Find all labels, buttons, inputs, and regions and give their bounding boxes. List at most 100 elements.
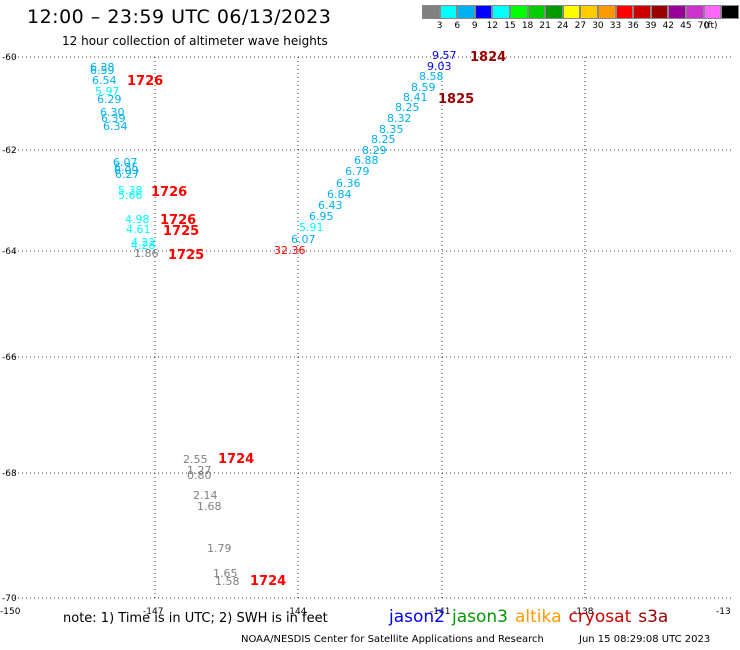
- wave-height-value: 8.25: [371, 133, 396, 146]
- pass-time-label: 1726: [127, 74, 163, 89]
- colorbar-label: 45: [680, 21, 692, 31]
- wave-height-value: 6.35: [114, 161, 139, 174]
- colorbar-labels: 3 6 9 12 15 18 21 24 27 30 33 36 39 42 45 70: [422, 21, 712, 31]
- wave-height-observations: 6.386.596.545.976.296.306.396.346.076.35…: [90, 49, 457, 588]
- latitude-label: -70: [2, 594, 17, 604]
- pass-time-label: 1825: [438, 92, 474, 107]
- pass-time-label: 1725: [163, 224, 199, 239]
- latitude-label: -66: [2, 353, 17, 363]
- wave-height-value: 6.84: [327, 188, 352, 201]
- lat-lon-grid: [14, 56, 734, 600]
- wave-height-value: 5.97: [95, 85, 120, 98]
- colorbar-swatch: [615, 5, 634, 19]
- wave-height-value: 5.91: [299, 221, 324, 234]
- wave-height-value: 1.79: [207, 542, 232, 555]
- wave-height-value: 6.54: [92, 74, 117, 87]
- axis-labels: -60 -62 -64 -66 -68 -70 -150 -147 -144 -141 -138 -1…: [0, 53, 731, 617]
- colorbar-label: 9: [471, 21, 478, 31]
- colorbar-swatch: [527, 5, 546, 19]
- wave-height-value: 8.58: [419, 70, 444, 83]
- wave-height-value: 4.22: [131, 236, 156, 249]
- longitude-label: -150: [0, 607, 21, 617]
- colorbar-label: 39: [644, 21, 657, 31]
- wave-height-value: 1.86: [134, 247, 159, 260]
- longitude-label: -147: [143, 607, 163, 617]
- latitude-label: -68: [2, 469, 17, 479]
- longitude-label: -141: [430, 607, 450, 617]
- longitude-label: -144: [286, 607, 307, 617]
- colorbar-label: 24: [557, 21, 569, 31]
- colorbar-swatch: [439, 5, 458, 19]
- pass-time-label: 1724: [250, 574, 286, 589]
- wave-height-value: 32.36: [274, 244, 306, 257]
- credit-text: NOAA/NESDIS Center for Satellite Applica…: [241, 634, 544, 645]
- pass-time-label: 1725: [168, 248, 204, 263]
- map-title: 12:00 – 23:59 UTC 06/13/2023: [27, 6, 332, 28]
- wave-height-value: 1.27: [187, 464, 212, 477]
- wave-height-value: 8.35: [379, 123, 404, 136]
- wave-height-value: 8.29: [362, 144, 387, 157]
- wave-height-value: 4.28: [131, 239, 156, 252]
- colorbar-label: 70: [697, 21, 710, 31]
- pass-time-label: 1724: [218, 452, 254, 467]
- wave-height-value: 6.88: [354, 154, 379, 167]
- wave-height-value: 6.95: [309, 210, 334, 223]
- latitude-label: -62: [2, 146, 17, 156]
- satellite-legend-jason2: jason2: [389, 607, 445, 627]
- colorbar-swatch: [509, 5, 528, 19]
- colorbar-swatch: [650, 5, 669, 19]
- colorbar-swatch: [474, 5, 493, 19]
- wave-height-value: 6.38: [90, 61, 115, 74]
- pass-time-label: 1824: [470, 50, 506, 65]
- wave-height-value: 6.07: [113, 156, 138, 169]
- wave-height-value: 1.68: [197, 500, 222, 513]
- colorbar-unit: (ft): [704, 21, 718, 31]
- wave-height-value: 6.29: [97, 93, 122, 106]
- wave-height-value: 2.14: [193, 489, 218, 502]
- wave-height-value: 6.36: [336, 177, 361, 190]
- colorbar-swatch: [580, 5, 598, 19]
- satellite-legend-altika: altika: [515, 607, 562, 627]
- colorbar-label: 27: [574, 21, 587, 31]
- colorbar-swatch: [422, 5, 440, 19]
- wave-height-value: 9.57: [432, 49, 457, 62]
- colorbar-label: 6: [454, 21, 461, 31]
- wave-height-colorbar: [422, 5, 739, 19]
- colorbar-swatch: [492, 5, 510, 19]
- wave-height-value: 6.09: [114, 164, 139, 177]
- wave-height-value: 6.27: [115, 168, 140, 181]
- wave-height-value: 5.38: [118, 184, 143, 197]
- wave-height-value: 2.55: [183, 453, 208, 466]
- colorbar-label: 33: [609, 21, 622, 31]
- longitude-label: -138: [573, 607, 594, 617]
- colorbar-swatch: [668, 5, 686, 19]
- wave-height-value: 8.41: [403, 91, 428, 104]
- colorbar-label: 18: [521, 21, 534, 31]
- wave-height-value: 8.25: [395, 101, 420, 114]
- colorbar-label: 3: [436, 21, 443, 31]
- satellite-legend-s3a: s3a: [638, 607, 669, 627]
- wave-height-value: 6.59: [90, 64, 115, 77]
- map-subtitle: 12 hour collection of altimeter wave hei…: [62, 34, 328, 48]
- colorbar-swatch: [457, 5, 475, 19]
- colorbar-label: 36: [627, 21, 639, 31]
- colorbar-label: 12: [486, 21, 499, 31]
- wave-height-value: 0.80: [187, 469, 212, 482]
- colorbar-swatch: [703, 5, 722, 19]
- wave-height-value: 9.03: [427, 60, 452, 73]
- wave-height-value: 6.34: [103, 120, 128, 133]
- colorbar-swatch: [597, 5, 616, 19]
- wave-height-value: 4.61: [126, 223, 151, 236]
- satellite-legend-jason3: jason3: [452, 607, 508, 627]
- satellite-legend-cryosat: cryosat: [568, 607, 632, 627]
- wave-height-value: 6.30: [100, 106, 125, 119]
- wave-height-value: 4.98: [125, 213, 150, 226]
- colorbar-label: 15: [504, 21, 516, 31]
- wave-height-value: 8.32: [387, 112, 412, 125]
- wave-height-value: 1.65: [213, 567, 238, 580]
- colorbar-swatch: [545, 5, 563, 19]
- wave-height-value: 6.43: [318, 199, 343, 212]
- colorbar-label: 42: [662, 21, 675, 31]
- satellite-legend: jason2 jason3 altika cryosat s3a: [389, 607, 675, 627]
